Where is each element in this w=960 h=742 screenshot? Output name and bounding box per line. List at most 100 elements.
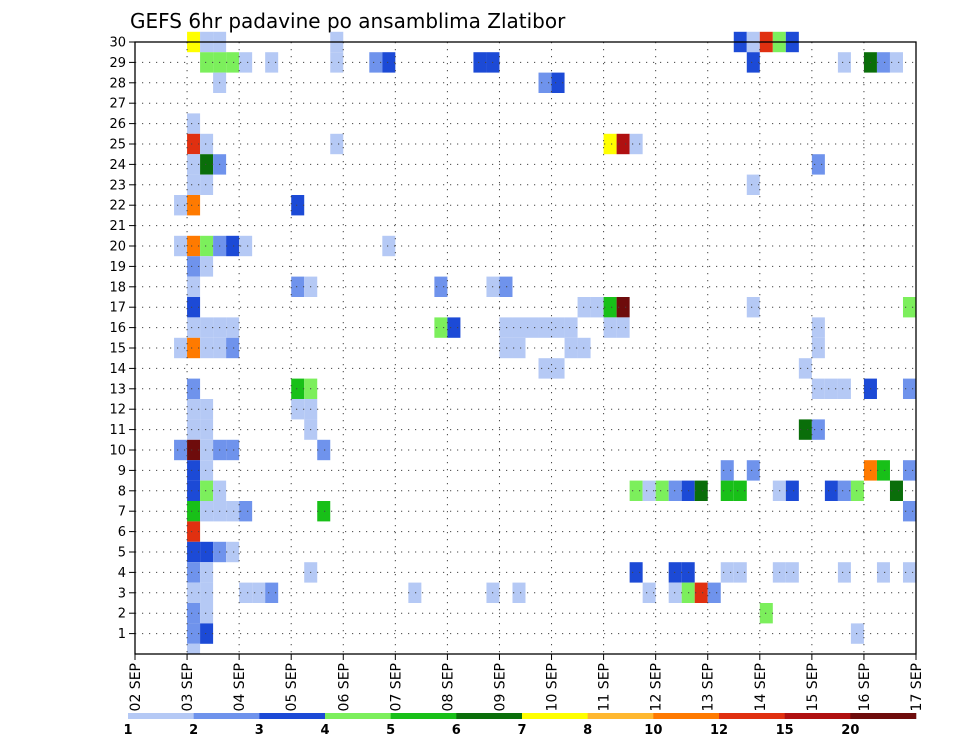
heatmap-cell xyxy=(200,439,214,461)
heatmap-cell xyxy=(551,317,565,338)
y-tick-label: 27 xyxy=(109,97,126,112)
y-tick-label: 7 xyxy=(118,505,126,520)
heatmap-cell xyxy=(187,439,201,461)
colorbar-swatch xyxy=(325,713,391,719)
y-tick-label: 13 xyxy=(109,382,126,397)
heatmap-cell xyxy=(330,52,344,73)
heatmap-cell xyxy=(564,337,578,359)
heatmap-cell xyxy=(902,378,916,399)
heatmap-cell xyxy=(798,358,812,379)
heatmap-cell xyxy=(616,317,630,338)
heatmap-cell xyxy=(499,337,513,359)
y-tick-label: 15 xyxy=(109,342,126,357)
x-tick-label: 09 SEP xyxy=(492,663,508,711)
heatmap-cell xyxy=(174,235,188,257)
heatmap-cell xyxy=(811,378,825,399)
colorbar-swatch xyxy=(456,713,523,719)
colorbar-label: 12 xyxy=(710,723,728,738)
colorbar-swatch xyxy=(193,713,260,719)
colorbar-swatch xyxy=(522,713,588,719)
heatmap-cell xyxy=(629,133,643,155)
heatmap-cell xyxy=(291,399,305,420)
x-tick-label: 10 SEP xyxy=(545,663,561,711)
heatmap-cell xyxy=(902,460,916,481)
x-tick-label: 14 SEP xyxy=(753,663,769,711)
y-tick-label: 19 xyxy=(109,260,126,275)
heatmap-cell xyxy=(538,72,552,93)
heatmap-cell xyxy=(200,460,214,481)
heatmap-cell xyxy=(889,480,903,501)
colorbar-label: 20 xyxy=(841,723,859,738)
heatmap-cell xyxy=(785,480,799,501)
heatmap-cell xyxy=(174,337,188,359)
colorbar-swatch xyxy=(784,713,851,719)
heatmap-cell xyxy=(187,521,201,542)
x-tick-label: 13 SEP xyxy=(701,663,717,711)
heatmap-cell xyxy=(733,480,747,501)
x-tick-label: 02 SEP xyxy=(128,663,144,711)
heatmap-cell xyxy=(902,501,916,522)
y-tick-label: 17 xyxy=(109,301,126,316)
x-tick-label: 11 SEP xyxy=(597,663,613,711)
heatmap-cell xyxy=(811,337,825,359)
heatmap-cell xyxy=(850,480,864,501)
colorbar-label: 5 xyxy=(386,723,395,738)
heatmap-cell xyxy=(733,562,747,583)
heatmap-cell xyxy=(824,480,838,501)
heatmap-cell xyxy=(187,603,201,624)
heatmap-cell xyxy=(902,297,916,318)
heatmap-cell xyxy=(746,52,760,73)
heatmap-cell xyxy=(746,174,760,195)
x-axis-ticks: 02 SEP 03 SEP 04 SEP 05 SEP 06 SEP 07 SEP 08 S… xyxy=(128,654,925,711)
heatmap-cell xyxy=(200,235,214,257)
heatmap-cell xyxy=(408,582,422,603)
heatmap-cell xyxy=(512,337,526,359)
heatmap-cell xyxy=(226,501,240,522)
x-tick-label: 07 SEP xyxy=(388,663,404,711)
heatmap-cell xyxy=(811,317,825,338)
heatmap-cell xyxy=(876,460,890,481)
heatmap-cell xyxy=(187,562,201,583)
heatmap-cell xyxy=(187,195,201,216)
heatmap-cells xyxy=(174,31,916,654)
y-axis-ticks: 1234567891011121314151617181920212223242… xyxy=(109,36,135,642)
x-tick-label: 08 SEP xyxy=(440,663,456,711)
heatmap-cell xyxy=(187,541,201,563)
y-tick-label: 16 xyxy=(109,321,126,336)
heatmap-cell xyxy=(746,460,760,481)
heatmap-cell xyxy=(187,378,201,399)
y-tick-label: 6 xyxy=(118,525,126,540)
heatmap-cell xyxy=(824,378,838,399)
heatmap-cell xyxy=(369,52,383,73)
heatmap-cell xyxy=(603,133,617,155)
heatmap-cell xyxy=(837,480,851,501)
colorbar-label: 2 xyxy=(189,723,198,738)
heatmap-cell xyxy=(382,235,396,257)
heatmap-cell xyxy=(603,317,617,338)
heatmap-cell xyxy=(694,480,708,501)
heatmap-cell xyxy=(850,623,864,644)
heatmap-cell xyxy=(200,623,214,644)
heatmap-cell xyxy=(694,582,708,603)
colorbar-label: 4 xyxy=(320,723,329,738)
heatmap-cell xyxy=(837,562,851,583)
heatmap-cell xyxy=(512,582,526,603)
x-tick-label: 17 SEP xyxy=(909,663,925,711)
heatmap-cell xyxy=(200,603,214,624)
heatmap-cell xyxy=(512,317,526,338)
heatmap-cell xyxy=(187,276,201,297)
heatmap-cell xyxy=(187,297,201,318)
heatmap-cell xyxy=(239,52,253,73)
heatmap-cell xyxy=(187,174,201,195)
heatmap-cell xyxy=(187,480,201,501)
y-tick-label: 20 xyxy=(109,240,126,255)
x-tick-label: 16 SEP xyxy=(857,663,873,711)
y-tick-label: 23 xyxy=(109,178,126,193)
heatmap-cell xyxy=(473,52,487,73)
colorbar-swatch xyxy=(259,713,326,719)
heatmap-cell xyxy=(239,501,253,522)
heatmap-cell xyxy=(538,317,552,338)
heatmap-cell xyxy=(798,419,812,440)
y-tick-label: 11 xyxy=(109,423,126,438)
y-tick-label: 8 xyxy=(118,484,126,499)
